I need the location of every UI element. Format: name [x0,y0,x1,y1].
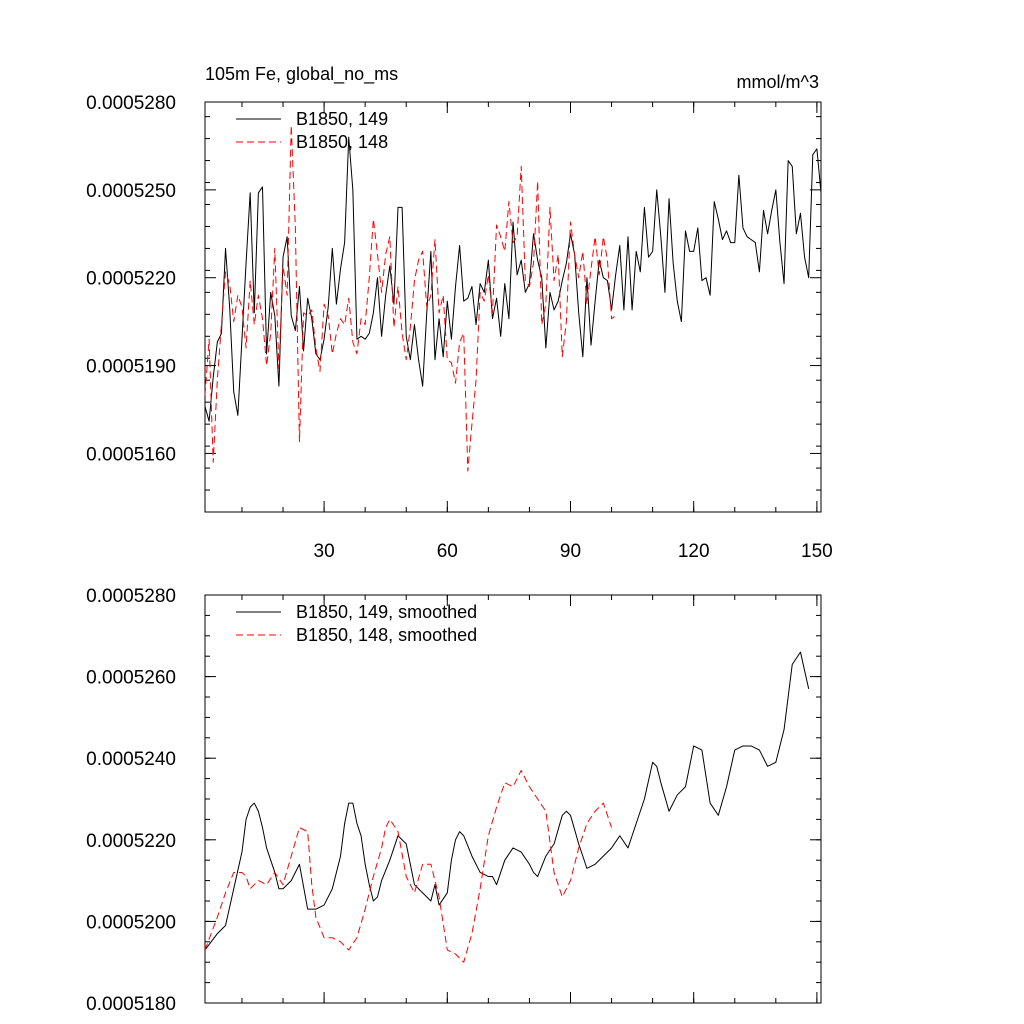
series-line-black [204,136,822,422]
y-tick-label: 0.0005220 [86,269,176,290]
y-tick-label: 0.0005190 [86,357,176,378]
x-tick-label: 30 [314,541,335,562]
y-tick-label: 0.0005280 [86,93,176,114]
top-panel: 0.0005160 0.0005190 0.0005220 0.0005250 0.00… [86,64,833,562]
plot-frame [204,594,822,1004]
legend-label: B1850, 149 [296,109,388,129]
y-tick-label: 0.0005260 [86,668,176,689]
x-tick-label: 150 [801,541,833,562]
y-tick-label: 0.0005280 [86,586,176,607]
x-tick-label: 60 [437,541,458,562]
y-tick-label: 0.0005250 [86,181,176,202]
legend-label: B1850, 148 [296,132,388,152]
series-line-red [204,124,616,472]
y-tick-label: 0.0005240 [86,749,176,770]
legend-label: B1850, 149, smoothed [296,602,477,622]
series-line-black [204,651,810,951]
chart-title: 105m Fe, global_no_ms [205,64,398,85]
series-line-red [204,769,613,963]
y-tick-label: 0.0005200 [86,912,176,933]
y-tick-label: 0.0005160 [86,444,176,465]
bottom-panel: 0.0005180 0.0005200 0.0005220 0.0005240 0.00… [86,586,822,1015]
y-tick-label: 0.0005220 [86,831,176,852]
x-tick-label: 90 [560,541,581,562]
plot-frame [204,101,822,513]
units-label: mmol/m^3 [737,72,819,92]
y-tick-label: 0.0005180 [86,994,176,1015]
legend-label: B1850, 148, smoothed [296,625,477,645]
x-tick-label: 120 [678,541,710,562]
